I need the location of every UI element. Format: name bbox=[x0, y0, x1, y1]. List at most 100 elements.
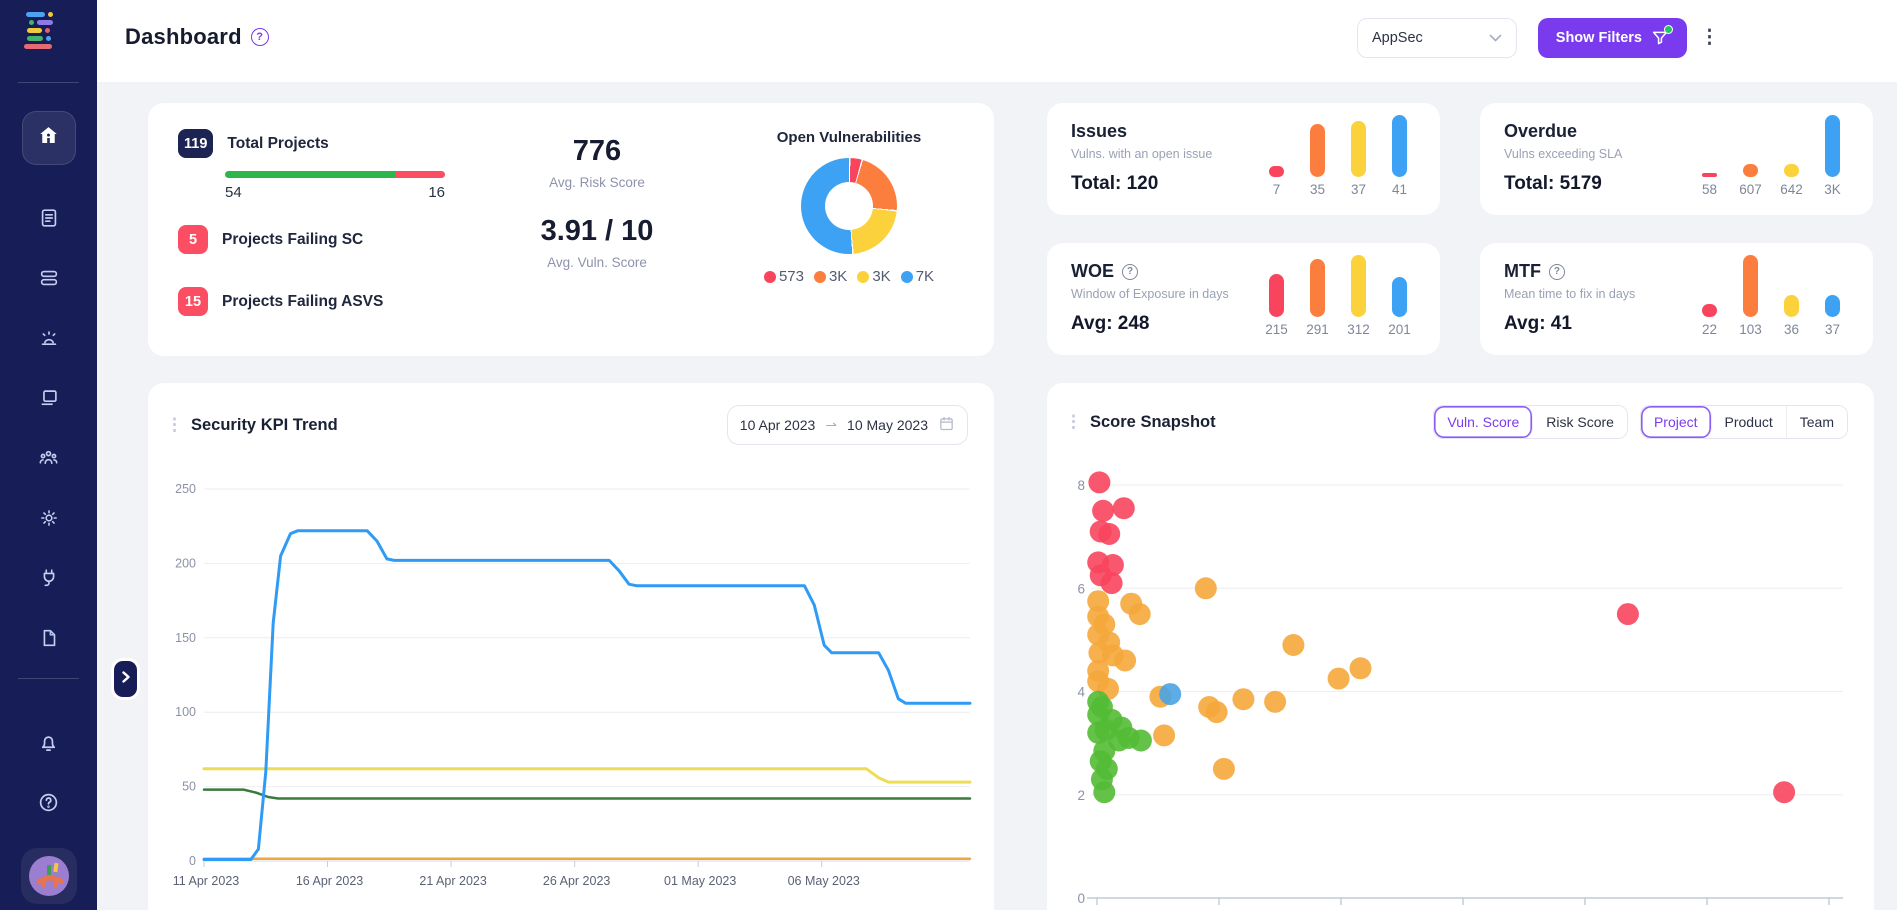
minibar-value: 35 bbox=[1309, 182, 1326, 197]
scope-dropdown[interactable]: AppSec bbox=[1357, 18, 1517, 58]
page-icon bbox=[38, 627, 60, 654]
dashboard-help-icon[interactable]: ? bbox=[250, 28, 269, 46]
donut-legend-item: 3K bbox=[857, 268, 891, 285]
avg-risk-score-label: Avg. Risk Score bbox=[549, 175, 645, 190]
issues-minibar-chart[interactable]: 7 35 37 41 bbox=[1260, 115, 1416, 197]
avatar-image bbox=[28, 856, 69, 896]
app-logo-icon[interactable] bbox=[24, 12, 72, 60]
kpi-trend-line-chart[interactable]: 0 50 100 150 200 250 11 Apr 2023 16 Apr 2023 21 … bbox=[164, 473, 978, 910]
show-filters-button[interactable]: Show Filters bbox=[1537, 18, 1687, 58]
sidebar-item-reports[interactable] bbox=[22, 193, 76, 247]
minibar bbox=[1743, 164, 1758, 177]
svg-text:0: 0 bbox=[189, 854, 196, 868]
mtf-card: MTF ? Mean time to fix in days Avg: 41 2… bbox=[1480, 243, 1873, 355]
donut-title: Open Vulnerabilities bbox=[776, 129, 922, 146]
woe-help-icon[interactable]: ? bbox=[1122, 263, 1138, 280]
calendar-icon bbox=[938, 415, 955, 435]
minibar bbox=[1825, 295, 1840, 317]
svg-text:250: 250 bbox=[175, 482, 196, 496]
sidebar-item-help[interactable] bbox=[22, 778, 76, 832]
sidebar-item-settings[interactable] bbox=[22, 493, 76, 547]
woe-subtitle: Window of Exposure in days bbox=[1071, 287, 1229, 301]
minibar-value: 103 bbox=[1739, 322, 1762, 337]
drag-handle-icon[interactable]: ⋮ bbox=[166, 415, 183, 434]
avg-risk-score-value: 776 bbox=[572, 135, 622, 167]
mtf-minibar-chart[interactable]: 22 103 36 37 bbox=[1693, 255, 1849, 337]
legend-value: 3K bbox=[872, 268, 891, 285]
sidebar-item-alerts[interactable] bbox=[22, 313, 76, 367]
sidebar-item-home[interactable] bbox=[21, 111, 76, 165]
svg-text:11 Apr 2023: 11 Apr 2023 bbox=[173, 874, 240, 888]
legend-dot bbox=[900, 270, 913, 283]
sidebar-item-teams[interactable] bbox=[22, 433, 76, 487]
sidebar-item-docs[interactable] bbox=[22, 613, 76, 667]
overview-card: 119 Total Projects 54 16 5 Projects Fail… bbox=[148, 103, 994, 356]
sidebar-item-integrations[interactable] bbox=[22, 553, 76, 607]
more-options-button[interactable]: ⋮ bbox=[1700, 27, 1719, 48]
minibar-column: 3K bbox=[1816, 115, 1849, 197]
gear-icon bbox=[38, 507, 60, 534]
minibar-value: 215 bbox=[1265, 322, 1288, 337]
svg-text:16 Apr 2023: 16 Apr 2023 bbox=[296, 874, 363, 888]
minibar-value: 36 bbox=[1783, 322, 1800, 337]
svg-text:200: 200 bbox=[175, 556, 196, 570]
overdue-total: Total: 5179 bbox=[1504, 173, 1602, 194]
sidebar-divider bbox=[18, 82, 79, 83]
svg-text:6: 6 bbox=[1077, 581, 1085, 596]
toggle-option-vuln-score[interactable]: Vuln. Score bbox=[1434, 406, 1534, 438]
date-from-value: 10 Apr 2023 bbox=[739, 417, 816, 433]
mtf-title: MTF bbox=[1504, 261, 1541, 281]
show-filters-label: Show Filters bbox=[1555, 30, 1642, 46]
failing-count: 16 bbox=[428, 184, 445, 201]
donut-legend-item: 3K bbox=[813, 268, 847, 285]
avg-vuln-score-value: 3.91 / 10 bbox=[540, 215, 654, 247]
sidebar-item-assets[interactable] bbox=[22, 373, 76, 427]
sidebar-item-notifications[interactable] bbox=[22, 718, 76, 772]
minibar-column: 58 bbox=[1693, 173, 1726, 197]
minibar bbox=[1310, 259, 1325, 317]
user-avatar[interactable] bbox=[20, 848, 77, 904]
minibar bbox=[1784, 295, 1799, 317]
sidebar bbox=[0, 0, 97, 910]
score-snapshot-scatter-chart[interactable]: 0246805001.0001.5002.0002.5003.000 bbox=[1063, 453, 1858, 910]
legend-dot bbox=[763, 270, 776, 283]
svg-text:2: 2 bbox=[1077, 788, 1085, 803]
passing-count: 54 bbox=[225, 184, 242, 201]
open-vulns-donut-chart[interactable] bbox=[801, 158, 897, 254]
total-projects-badge: 119 bbox=[178, 129, 214, 158]
donut-legend: 573 3K 3K 7K bbox=[734, 268, 964, 285]
siren-icon bbox=[38, 327, 60, 354]
overdue-minibar-chart[interactable]: 58 607 642 3K bbox=[1693, 115, 1849, 197]
minibar-column: 291 bbox=[1301, 259, 1334, 337]
sidebar-expand-button[interactable] bbox=[114, 661, 137, 697]
minibar-column: 35 bbox=[1301, 124, 1334, 197]
overdue-title: Overdue bbox=[1504, 121, 1578, 141]
score-summary: 776 Avg. Risk Score 3.91 / 10 Avg. Vuln.… bbox=[460, 129, 734, 336]
failing-asvs-label: Projects Failing ASVS bbox=[222, 292, 384, 310]
minibar bbox=[1351, 121, 1366, 177]
svg-text:26 Apr 2023: 26 Apr 2023 bbox=[543, 874, 610, 888]
minibar-value: 607 bbox=[1739, 182, 1762, 197]
mtf-help-icon[interactable]: ? bbox=[1548, 263, 1565, 280]
toggle-option-product[interactable]: Product bbox=[1711, 406, 1787, 438]
grouping-toggle: Project Product Team bbox=[1639, 405, 1848, 439]
sidebar-item-queues[interactable] bbox=[22, 253, 76, 307]
minibar bbox=[1269, 166, 1284, 177]
minibar-column: 312 bbox=[1342, 255, 1375, 337]
minibar-value: 37 bbox=[1350, 182, 1367, 197]
issues-card: Issues Vulns. with an open issue Total: … bbox=[1047, 103, 1440, 215]
scope-dropdown-value: AppSec bbox=[1372, 30, 1423, 46]
toggle-option-risk-score[interactable]: Risk Score bbox=[1533, 406, 1627, 438]
home-icon bbox=[37, 124, 60, 152]
legend-dot bbox=[813, 270, 826, 283]
drag-handle-icon[interactable]: ⋮ bbox=[1065, 412, 1082, 431]
svg-text:8: 8 bbox=[1077, 478, 1085, 493]
woe-card: WOE ? Window of Exposure in days Avg: 24… bbox=[1047, 243, 1440, 355]
minibar bbox=[1351, 255, 1366, 317]
woe-minibar-chart[interactable]: 215 291 312 201 bbox=[1260, 255, 1416, 337]
minibar bbox=[1825, 115, 1840, 177]
toggle-option-team[interactable]: Team bbox=[1786, 406, 1847, 438]
date-range-picker[interactable]: 10 Apr 2023 ⇀ 10 May 2023 bbox=[726, 405, 968, 445]
page-title-text: Dashboard bbox=[125, 24, 242, 49]
toggle-option-project[interactable]: Project bbox=[1640, 406, 1712, 438]
